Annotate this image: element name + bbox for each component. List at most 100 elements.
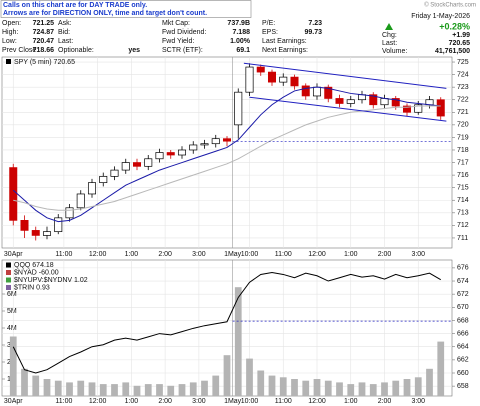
x-tick-label: 3:00 [192,251,206,258]
volume-bar [347,384,355,396]
pct-change: +0.28% [439,21,470,31]
up-arrow [385,23,393,30]
volume-bar [178,384,186,396]
volume-bar [32,375,40,396]
field-value: 724.87 [33,29,55,36]
candle-body [414,104,423,113]
volume-bar [414,377,422,396]
legend-entry: $NYUPV:$NYDNV 1.02 [14,277,88,284]
field-label: Last: [58,38,73,45]
field-label: Fwd Dividend: [162,29,206,36]
field-label: Prev Close: [2,47,38,54]
x-tick-label: 1:00 [125,398,139,405]
field-label: Next Earnings: [262,47,308,54]
note: Arrows are for DIRECTION ONLY, time and … [3,10,207,17]
volume-bar [381,382,388,396]
x-tick-label: 11:00 [55,251,72,258]
volume-bar [268,375,276,396]
field-label: Low: [2,38,17,45]
candle-body [87,182,97,195]
field-label: Mkt Cap: [162,20,190,27]
volume-bar [234,287,242,396]
y-tick-label: 725 [457,59,469,66]
y-tick-label: 5M [7,308,17,315]
field-value: 720.47 [33,38,55,45]
candle-body [324,86,333,99]
y-tick-label: 666 [457,330,469,337]
date: Friday 1-May-2026 [411,13,470,20]
x-tick-label: 3:00 [411,398,425,405]
watermark: © StockCharts.com [424,2,476,9]
y-tick-label: 713 [457,210,469,217]
volume-bar [122,382,130,396]
x-tick-label: 1May [224,398,242,405]
legend-swatch [6,277,11,283]
volume-bar [302,380,310,396]
field-value: 718.66 [33,47,55,54]
candle-body [335,98,344,104]
candle-body [245,66,254,93]
volume-bar [43,379,51,396]
candle-body [132,162,142,167]
x-tick-label: 1:00 [344,251,358,258]
summary-value: 720.65 [449,40,471,47]
field-value: 1.00% [230,38,251,45]
candle-body [31,230,40,236]
y-tick-label: 672 [457,291,469,298]
x-tick-label: 2:00 [158,251,172,258]
legend-entry: QQQ 674.18 [14,262,54,269]
x-tick-label: 12:00 [308,398,326,405]
volume-bar [144,384,152,396]
x-tick-label: 1:00 [344,398,358,405]
candle-body [301,85,310,97]
notes-box [0,0,252,18]
volume-bar [358,382,366,396]
y-tick-label: 714 [457,197,469,204]
y-tick-label: 717 [457,159,469,166]
candle-body [391,98,400,107]
summary-value: 41,761,500 [435,48,470,55]
volume-bar [246,358,253,396]
volume-bar [54,380,62,396]
volume-bar [313,379,321,396]
candle-body [9,167,18,221]
legend-swatch [6,262,11,268]
field-label: EPS: [262,29,278,36]
legend-swatch [6,285,11,290]
summary-label: Last: [382,40,397,47]
volume-bar [324,380,332,396]
volume-bar [426,368,433,396]
candle-body [369,94,378,106]
field-label: Optionable: [58,47,94,54]
candle-body [189,144,198,151]
field-label: High: [2,29,18,36]
x-tick-label: 11:00 [275,398,292,405]
y-tick-label: 720 [457,122,469,129]
y-tick-label: 660 [457,370,469,377]
volume-bar [167,385,175,396]
candle-body [76,193,85,209]
candle-body [166,152,175,156]
field-label: Ask: [58,20,72,27]
x-tick-label: 1:00 [125,251,139,258]
candle-body [110,169,119,177]
legend-entry: $NYAD -60.00 [14,269,59,276]
candle-body [144,158,153,167]
legend-entry: SPY (5 min) 720.65 [14,59,75,66]
x-tick-label: 3:00 [411,251,425,258]
volume-bar [403,379,411,396]
candle-body [155,152,164,160]
x-tick-label: 12:00 [89,398,107,405]
series-line [12,86,441,223]
volume-bar [212,375,220,396]
x-tick-label: 11:00 [275,251,292,258]
volume-bar [88,382,96,396]
field-value: 99.73 [304,29,322,36]
candle-body [42,231,52,236]
field-value: 737.9B [227,20,250,27]
y-tick-label: 4M [7,325,17,332]
y-tick-label: 6M [7,291,17,298]
volume-bar [77,380,85,396]
